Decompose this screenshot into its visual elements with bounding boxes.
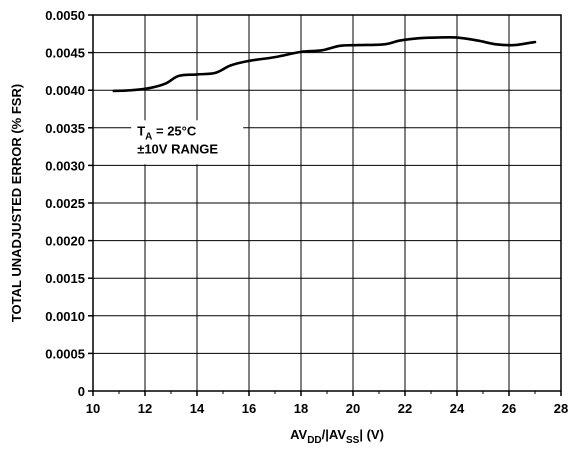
- x-axis-label-part-2: /|AV: [322, 427, 347, 442]
- y-tick-label-7: 0.0035: [45, 121, 85, 136]
- grid: [93, 15, 561, 391]
- annotation-temp-subscript: A: [145, 131, 152, 142]
- x-axis-label-part-3: SS: [346, 435, 360, 446]
- annotation-line-2: ±10V RANGE: [137, 141, 218, 156]
- annotation-temp-value: = 25°C: [152, 123, 196, 138]
- x-tick-label-3: 16: [242, 401, 256, 416]
- y-tick-label-8: 0.0040: [45, 83, 85, 98]
- y-tick-label-5: 0.0025: [45, 196, 85, 211]
- series: [112, 36, 537, 93]
- x-tick-label-4: 18: [294, 401, 308, 416]
- y-tick-label-0: 0: [78, 384, 85, 399]
- series-line-0: [112, 36, 537, 93]
- annotation-temp-symbol: T: [137, 123, 145, 138]
- x-axis-label-part-4: | (V): [359, 427, 384, 442]
- x-tick-label-8: 26: [502, 401, 516, 416]
- x-axis-label-part-1: DD: [307, 435, 321, 446]
- x-tick-label-7: 24: [450, 401, 465, 416]
- annotation-line-1: TA = 25°C: [137, 123, 197, 142]
- y-tick-label-10: 0.0050: [45, 8, 85, 23]
- annotation-background: [131, 120, 244, 165]
- x-tick-label-5: 20: [346, 401, 360, 416]
- y-tick-label-4: 0.0020: [45, 234, 85, 249]
- x-tick-label-1: 12: [138, 401, 152, 416]
- x-axis-label: AVDD/|AVSS| (V): [290, 427, 384, 446]
- y-tick-label-3: 0.0015: [45, 271, 85, 286]
- y-tick-label-1: 0.0005: [45, 346, 85, 361]
- x-tick-label-2: 14: [190, 401, 205, 416]
- y-tick-label-9: 0.0045: [45, 46, 85, 61]
- x-tick-label-0: 10: [86, 401, 100, 416]
- x-tick-label-9: 28: [554, 401, 568, 416]
- x-axis-label-part-0: AV: [290, 427, 307, 442]
- y-tick-label-2: 0.0010: [45, 309, 85, 324]
- y-tick-label-6: 0.0030: [45, 158, 85, 173]
- x-tick-label-6: 22: [398, 401, 412, 416]
- annotation: TA = 25°C ±10V RANGE: [131, 120, 244, 165]
- y-axis-ticks: 0 0.0005 0.0010 0.0015 0.0020 0.0025 0.0030 0.0…: [45, 8, 93, 399]
- y-axis-label: TOTAL UNADJUSTED ERROR (% FSR): [9, 84, 24, 322]
- x-axis-ticks: 10 12 14 16 18 20 22 24 26 28: [86, 391, 568, 416]
